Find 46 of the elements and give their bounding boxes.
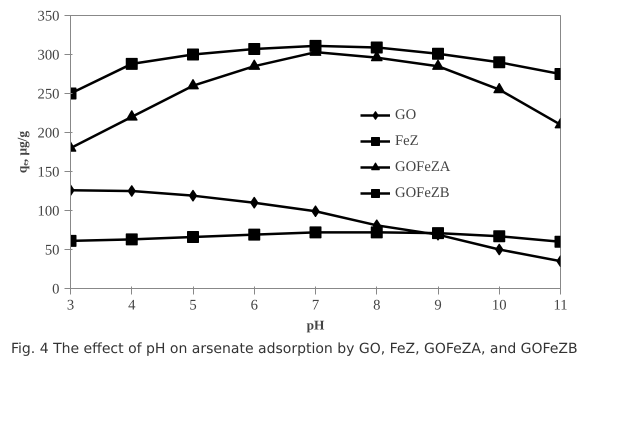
point <box>187 78 199 90</box>
point <box>432 59 444 70</box>
point <box>126 110 138 121</box>
point <box>126 58 138 70</box>
y-tick-label: 0 <box>52 282 60 298</box>
x-tick-label: 4 <box>128 298 136 314</box>
x-tick-label: 3 <box>66 298 74 314</box>
y-tick-label: 300 <box>38 48 60 64</box>
x-axis-title: pH <box>306 318 326 332</box>
x-tick-label: 6 <box>250 298 258 314</box>
y-tick-label: 200 <box>38 126 60 142</box>
point <box>128 185 136 197</box>
point <box>493 56 506 68</box>
point <box>248 59 260 70</box>
caption: Fig. 4 The effect of pH on arsenate adsorption by GO, FeZ, GOFeZA, and GOFeZB <box>11 340 578 359</box>
legend-label: GOFeZA <box>395 158 450 176</box>
y-axis-title: qₑ, μg/g <box>14 130 30 174</box>
point <box>493 230 506 242</box>
point <box>248 43 260 56</box>
point <box>493 82 506 94</box>
point <box>432 48 444 60</box>
point <box>310 40 322 52</box>
point <box>187 231 199 244</box>
point <box>311 205 320 218</box>
x-tick-label: 7 <box>312 298 320 314</box>
x-tick-label: 8 <box>373 298 380 314</box>
y-tick-label: 150 <box>38 164 60 180</box>
x-tick-label: 10 <box>492 298 507 314</box>
point <box>248 228 260 241</box>
point <box>187 48 199 60</box>
x-tick-label: 9 <box>434 298 442 314</box>
legend-label: GOFeZB <box>395 184 450 202</box>
legend-label: FeZ <box>395 132 419 150</box>
point <box>310 226 322 238</box>
y-tick-label: 350 <box>38 8 60 24</box>
legend-label: GO <box>395 106 416 124</box>
point <box>126 233 138 246</box>
y-tick-label: 100 <box>38 204 60 220</box>
y-tick-label: 250 <box>38 86 60 102</box>
x-tick-label: 5 <box>189 298 197 314</box>
point <box>495 244 504 256</box>
x-tick-label: 11 <box>553 298 568 314</box>
y-tick-label: 50 <box>44 242 60 258</box>
point <box>370 226 383 238</box>
point <box>370 41 383 54</box>
point <box>188 190 198 202</box>
